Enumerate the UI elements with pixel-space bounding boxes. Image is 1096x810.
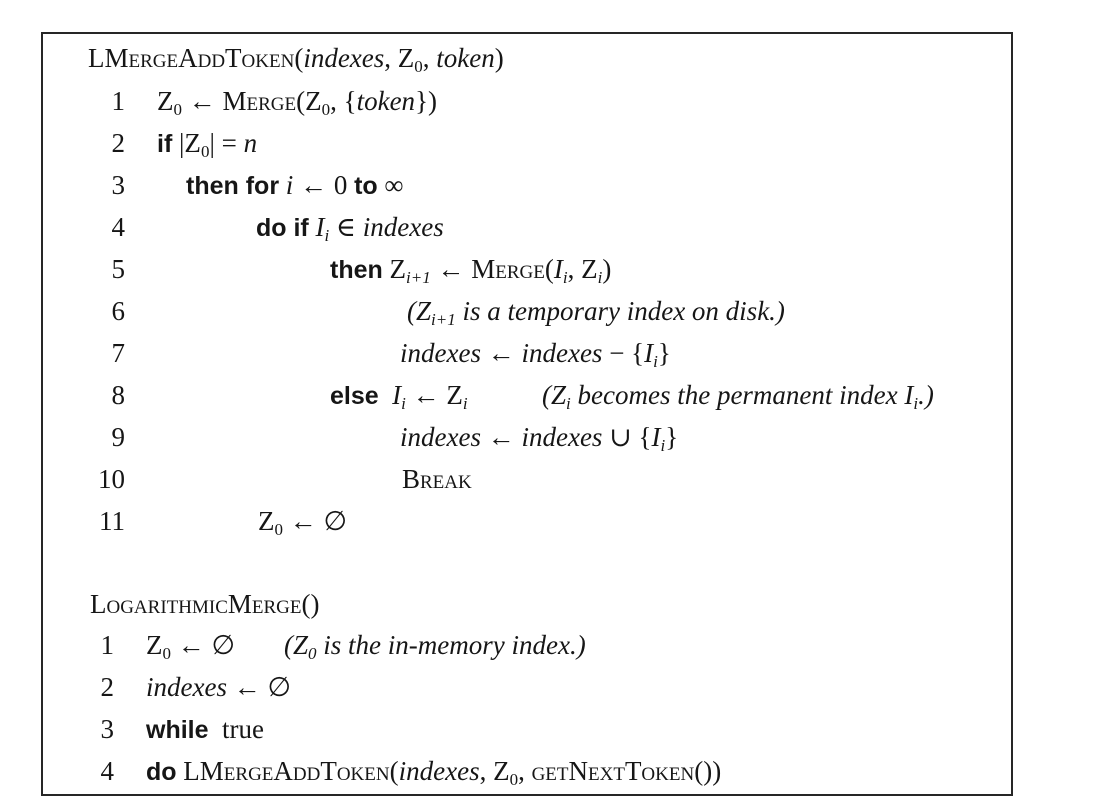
algorithm-box	[41, 32, 1013, 796]
algorithm2-name: LogarithmicMerge	[90, 589, 302, 619]
algorithm1-title: LMergeAddToken(indexes, Z0, token)	[88, 43, 504, 76]
algorithm1-name: LMergeAddToken	[88, 43, 295, 73]
algorithm2-title: LogarithmicMerge()	[90, 589, 320, 619]
